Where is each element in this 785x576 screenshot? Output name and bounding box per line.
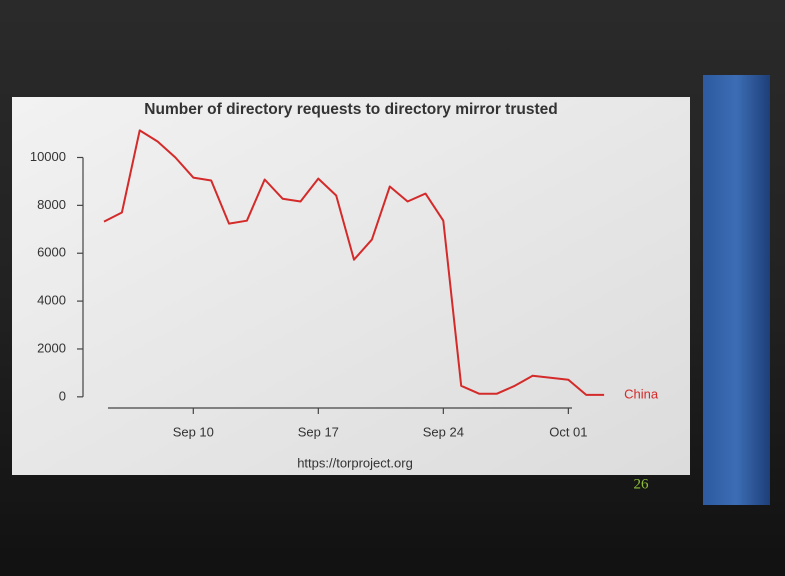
slide-number: 26 — [634, 476, 650, 492]
y-tick-label: 2000 — [37, 340, 66, 355]
caption: https://torproject.org — [297, 455, 413, 470]
y-tick-label: 10000 — [30, 149, 66, 164]
x-tick-label: Sep 24 — [423, 424, 464, 439]
plot: 0 2000 4000 6000 8000 10000 Sep 10 Sep 17 Sep 24… — [30, 129, 659, 439]
y-tick-label: 8000 — [37, 197, 66, 212]
chart-title: Number of directory requests to director… — [144, 101, 557, 118]
y-tick-label: 6000 — [37, 245, 66, 260]
chart-panel — [12, 97, 690, 475]
x-tick-label: Oct 01 — [549, 424, 587, 439]
series-line — [103, 129, 605, 396]
y-tick-label: 0 — [59, 388, 66, 403]
series-label: China — [624, 386, 659, 401]
x-tick-label: Sep 17 — [298, 424, 339, 439]
x-tick-label: Sep 10 — [173, 424, 214, 439]
y-tick-label: 4000 — [37, 293, 66, 308]
side-bar — [703, 75, 770, 505]
